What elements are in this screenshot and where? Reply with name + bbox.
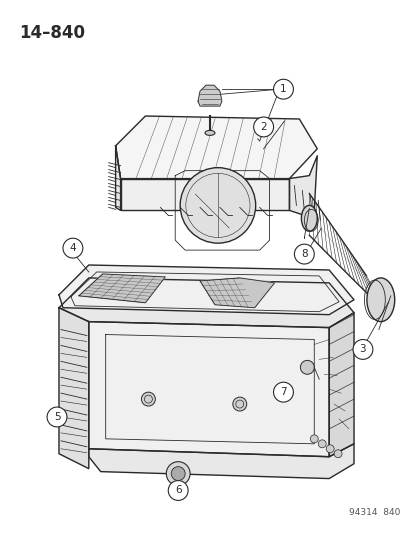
Text: 6: 6 — [174, 486, 181, 496]
Polygon shape — [115, 146, 120, 211]
Text: 14–840: 14–840 — [19, 23, 85, 42]
Text: 1: 1 — [280, 84, 286, 94]
Ellipse shape — [366, 278, 394, 321]
Polygon shape — [59, 278, 353, 328]
Ellipse shape — [301, 205, 316, 231]
Polygon shape — [59, 265, 353, 314]
Circle shape — [300, 360, 313, 374]
Circle shape — [166, 462, 190, 486]
Polygon shape — [199, 278, 274, 308]
Circle shape — [168, 481, 188, 500]
Circle shape — [232, 397, 246, 411]
Circle shape — [318, 440, 325, 448]
Polygon shape — [88, 444, 353, 479]
Circle shape — [333, 450, 341, 458]
Circle shape — [273, 79, 293, 99]
Circle shape — [141, 392, 155, 406]
Polygon shape — [120, 179, 289, 211]
Text: 94314  840: 94314 840 — [349, 508, 400, 518]
Circle shape — [310, 435, 318, 443]
Circle shape — [294, 244, 313, 264]
Polygon shape — [88, 321, 328, 457]
Circle shape — [180, 168, 255, 243]
Circle shape — [63, 238, 83, 258]
Polygon shape — [59, 308, 88, 469]
Ellipse shape — [204, 131, 214, 135]
Text: 4: 4 — [69, 243, 76, 253]
Circle shape — [325, 445, 333, 453]
Polygon shape — [328, 313, 353, 457]
Polygon shape — [197, 85, 221, 106]
Circle shape — [273, 382, 293, 402]
Text: 7: 7 — [280, 387, 286, 397]
Text: 2: 2 — [260, 122, 266, 132]
Text: 3: 3 — [359, 344, 366, 354]
Circle shape — [253, 117, 273, 137]
Circle shape — [47, 407, 67, 427]
Text: 8: 8 — [300, 249, 307, 259]
Polygon shape — [78, 274, 165, 303]
Polygon shape — [115, 116, 316, 179]
Circle shape — [171, 467, 185, 481]
Circle shape — [352, 340, 372, 359]
Text: 5: 5 — [54, 412, 60, 422]
Polygon shape — [289, 156, 316, 215]
